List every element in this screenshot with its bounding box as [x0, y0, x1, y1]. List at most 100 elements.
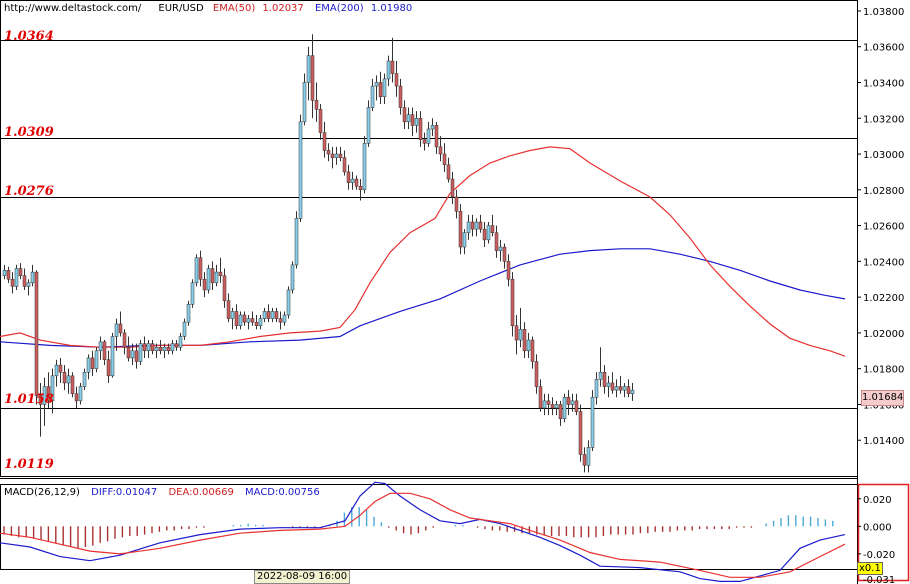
candle-up	[474, 221, 479, 230]
candle-down	[174, 343, 179, 348]
candle-down	[438, 146, 443, 155]
level-label-2: 1.0309	[4, 125, 54, 140]
candle-up	[614, 386, 619, 391]
candle-down	[310, 55, 315, 101]
ema200-label: EMA(200)	[314, 3, 364, 14]
candle-down	[558, 404, 563, 420]
candle-down	[618, 386, 623, 391]
candle-up	[302, 82, 307, 123]
candle-down	[578, 411, 583, 455]
macd-tick-label: 0.020	[863, 495, 892, 506]
candle-down	[378, 82, 383, 98]
candle-up	[486, 225, 491, 241]
candle-down	[38, 395, 43, 405]
candle-up	[282, 314, 287, 323]
candle-up	[286, 289, 291, 316]
candle-up	[366, 107, 371, 144]
candle-up	[590, 397, 595, 448]
candle-down	[610, 382, 615, 391]
candle-up	[194, 257, 199, 284]
candle-down	[226, 300, 231, 319]
candle-up	[462, 232, 467, 248]
candle-down	[326, 150, 331, 155]
candle-up	[570, 400, 575, 405]
candle-down	[166, 346, 171, 352]
candle-down	[626, 386, 631, 394]
candle-down	[158, 346, 163, 352]
price-frame	[0, 0, 858, 477]
candle-down	[274, 311, 279, 319]
candle-up	[146, 343, 151, 352]
candle-up	[598, 372, 603, 380]
candle-up	[98, 341, 103, 352]
candle-up	[426, 128, 431, 144]
candle-up	[50, 375, 55, 402]
y-tick-label: 1.01800	[863, 365, 904, 376]
y-tick-label: 1.02400	[863, 257, 904, 268]
candle-down	[150, 343, 155, 352]
candle-down	[458, 211, 463, 248]
level-label-4: 1.0158	[4, 392, 54, 407]
candle-down	[502, 246, 507, 262]
macd-tick-label: -0.020	[863, 550, 895, 561]
scale-tag: x0.1	[857, 562, 883, 575]
level-label-3: 1.0276	[4, 184, 54, 199]
candle-down	[550, 404, 555, 409]
symbol-label: EUR/USD	[158, 3, 204, 14]
y-tick-label: 1.02200	[863, 293, 904, 304]
candle-up	[370, 85, 375, 108]
candle-up	[154, 346, 159, 352]
candle-up	[406, 114, 411, 123]
chart-header: http://www.deltastock.com/ EUR/USD EMA(5…	[4, 3, 416, 14]
candle-down	[394, 73, 399, 87]
candle-down	[478, 221, 483, 230]
candle-up	[94, 350, 99, 369]
candle-up	[162, 346, 167, 352]
candle-down	[358, 185, 363, 191]
candle-down	[534, 361, 539, 387]
candle-up	[414, 118, 419, 126]
ema50-value: 1.02037	[262, 3, 304, 14]
candle-down	[250, 318, 255, 323]
macd-tick-label: 0.000	[863, 522, 892, 533]
candle-down	[454, 196, 459, 212]
candle-up	[430, 125, 435, 130]
candle-down	[442, 153, 447, 166]
y-tick-label: 1.02600	[863, 222, 904, 233]
candle-down	[210, 268, 215, 284]
candle-up	[294, 218, 299, 266]
ema50-label: EMA(50)	[212, 3, 256, 14]
candle-down	[90, 357, 95, 369]
macd-dea-label: DEA:0.00669	[168, 487, 234, 498]
candle-up	[306, 55, 311, 83]
candle-up	[86, 357, 91, 373]
candle-down	[142, 343, 147, 352]
y-tick-label: 1.02000	[863, 329, 904, 340]
y-tick-label: 1.03600	[863, 43, 904, 54]
candle-up	[518, 329, 523, 341]
macd-diff-line	[0, 481, 846, 582]
y-tick-label: 1.03200	[863, 114, 904, 125]
candle-up	[178, 336, 183, 348]
candle-up	[374, 82, 379, 87]
candle-down	[134, 350, 139, 362]
level-label-5: 1.0119	[4, 457, 54, 472]
candle-down	[490, 225, 495, 233]
candle-up	[298, 121, 303, 219]
candle-up	[350, 178, 355, 183]
candle-down	[278, 318, 283, 323]
candle-up	[214, 271, 219, 284]
macd-axis-highlight	[857, 483, 910, 582]
candle-down	[218, 271, 223, 276]
candle-down	[538, 386, 543, 409]
candle-up	[170, 343, 175, 352]
candle-down	[510, 278, 515, 327]
macd-header: MACD(26,12,9) DIFF:0.01047 DEA:0.00669 M…	[4, 487, 328, 498]
candle-down	[546, 400, 551, 405]
site-url: http://www.deltastock.com/	[4, 3, 142, 14]
candle-down	[402, 107, 407, 123]
candle-up	[362, 143, 367, 191]
candle-up	[82, 372, 87, 387]
